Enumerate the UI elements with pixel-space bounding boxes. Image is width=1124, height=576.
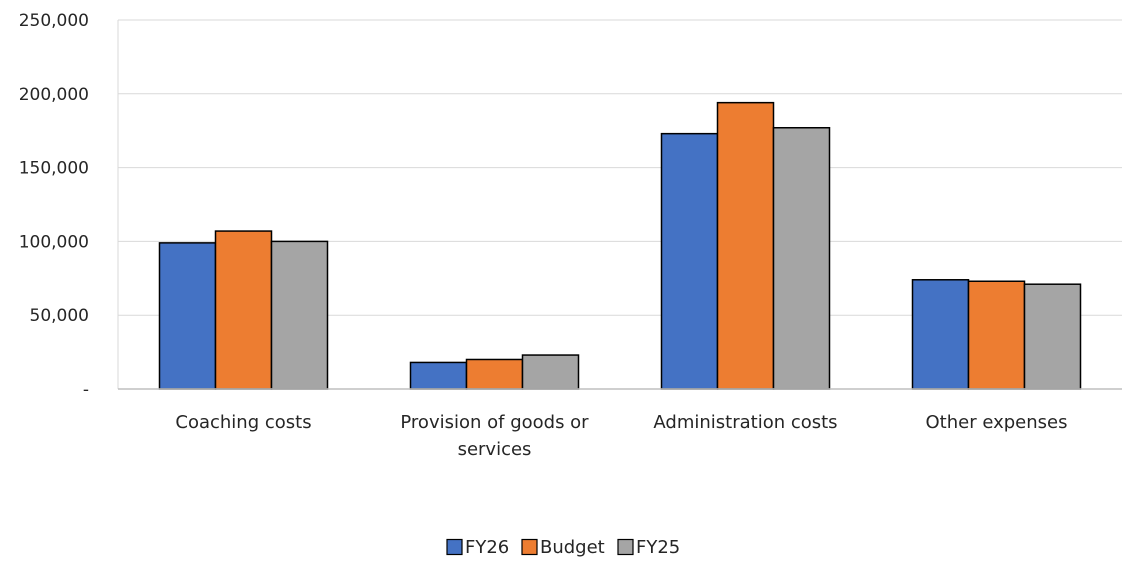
bar-fy25-2	[772, 126, 831, 390]
bar-fy26-0	[158, 242, 217, 390]
bar-fy26-3	[911, 279, 970, 390]
bar-fy25-0	[270, 240, 329, 390]
y-tick-label: -	[83, 380, 89, 400]
x-tick-label: Other expenses	[926, 412, 1068, 433]
legend: FY26 Budget FY25	[446, 537, 680, 558]
y-tick-label: 150,000	[19, 159, 89, 179]
bar-fy26-2	[660, 132, 719, 390]
legend-swatch-fy26	[446, 538, 463, 556]
legend-swatch-budget	[521, 538, 538, 556]
x-tick-label: Administration costs	[653, 412, 837, 433]
y-tick-label: 50,000	[30, 306, 89, 326]
legend-swatch-fy25	[617, 538, 634, 556]
legend-label: FY25	[636, 537, 680, 558]
bar-budget-2	[716, 101, 775, 390]
bars	[158, 101, 1082, 390]
bar-fy25-3	[1023, 283, 1082, 390]
y-tick-label: 250,000	[19, 11, 89, 31]
bar-budget-3	[967, 280, 1026, 390]
axes: - 50,000 100,000 150,000 200,000 250,000 Coach…	[19, 11, 1122, 460]
bar-budget-1	[465, 358, 524, 390]
legend-label: FY26	[465, 537, 509, 558]
bar-budget-0	[214, 230, 273, 390]
x-tick-label: Coaching costs	[175, 412, 311, 433]
bar-fy25-1	[521, 354, 580, 390]
x-tick-label: services	[458, 439, 532, 460]
x-tick-label: Provision of goods or	[400, 412, 589, 433]
y-tick-label: 100,000	[19, 232, 89, 252]
y-tick-label: 200,000	[19, 85, 89, 105]
bar-fy26-1	[409, 361, 468, 390]
legend-label: Budget	[540, 537, 605, 558]
